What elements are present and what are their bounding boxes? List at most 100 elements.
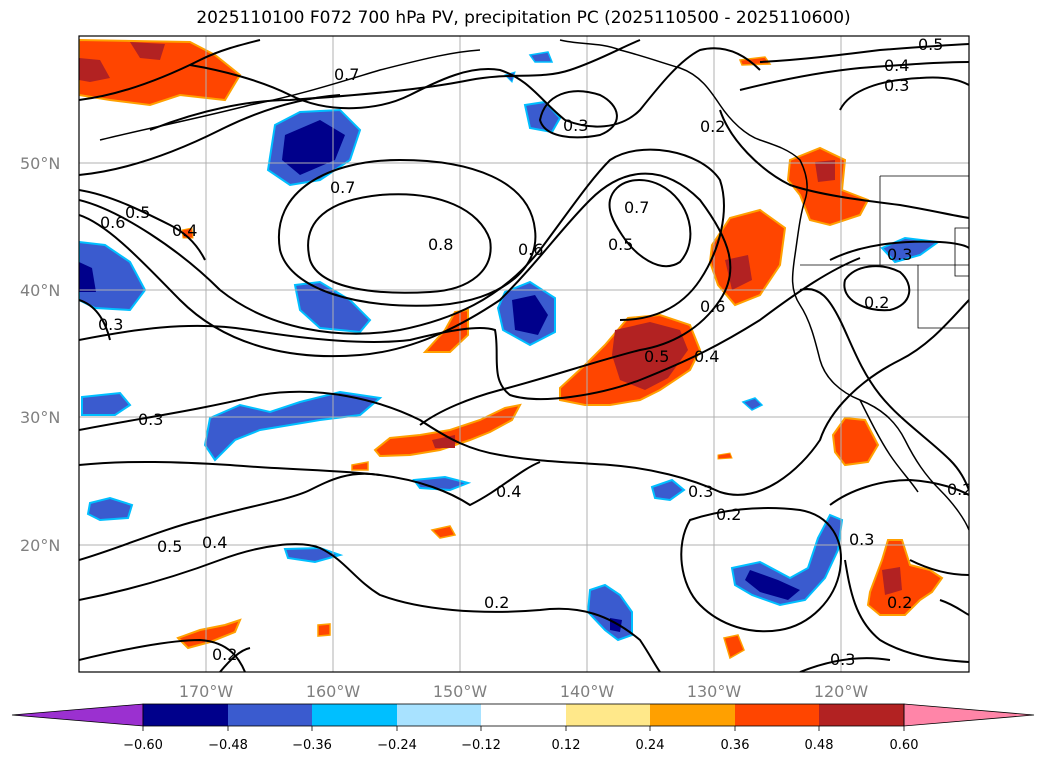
pv-contour [79,172,732,426]
contour-label: 0.2 [947,480,972,499]
precip-strong-area [612,322,688,390]
precip-negative-area [528,51,554,63]
contour-label: 0.3 [563,116,588,135]
contour-label: 0.5 [644,347,669,366]
pv-contour [799,657,891,672]
colorbar-segment [650,704,735,726]
contour-label: 0.6 [100,213,125,232]
pv-contour [219,647,251,672]
lat-label: 50°N [20,154,60,173]
latitude-labels: 50°N 40°N 30°N 20°N [20,154,60,555]
pv-contour [79,299,111,341]
precip-positive-area [351,461,369,471]
pv-contour [79,257,861,400]
contour-label: 0.7 [624,198,649,217]
contour-label: 0.4 [202,533,227,552]
pv-contour [844,559,969,663]
lon-label: 170°W [179,682,234,701]
contour-label: 0.5 [608,235,633,254]
pv-contour [909,559,969,576]
precip-strong-area [130,42,165,60]
precip-negative-core [282,120,345,175]
precip-negative-area [650,478,686,502]
lon-label: 140°W [560,682,615,701]
coastlines [99,39,969,531]
colorbar: −0.60 −0.48 −0.36 −0.24 −0.12 0.12 0.24 … [11,703,1035,753]
colorbar-tick-label: 0.36 [721,738,750,753]
precip-negative-core [512,295,548,335]
precip-negative-core [745,570,800,600]
pv-contour [799,288,969,491]
precip-positive-area [373,403,522,458]
precip-negative-area [86,496,134,522]
pv-contour [739,61,969,91]
precip-strong-area [725,255,752,290]
contour-label: 0.3 [830,650,855,669]
pv-contour [307,193,492,294]
pv-contour [829,240,969,261]
precip-strong-area [79,58,110,82]
pv-contour [680,507,842,633]
pv-contour [149,39,641,131]
contour-label: 0.2 [864,293,889,312]
precip-strong-area [882,567,902,595]
colorbar-tick-label: −0.60 [123,738,163,753]
precip-negative-core [79,262,96,292]
precip-negative-area [523,100,562,134]
pv-contour [79,148,725,335]
pv-contour [189,47,761,128]
contour-label: 0.3 [884,76,909,95]
contour-label: 0.4 [172,221,197,240]
coastline-alaska [559,39,808,201]
longitude-labels: 170°W 160°W 150°W 140°W 130°W 120°W [179,682,869,701]
contour-label: 0.5 [125,203,150,222]
precip-strong-area [815,160,835,182]
colorbar-tick-label: 0.12 [552,738,581,753]
precip-positive-area [786,146,870,227]
borders [800,175,969,329]
colorbar-tick-label: −0.24 [377,738,417,753]
colorbar-segment [566,704,650,726]
contour-label: 0.6 [518,240,543,259]
contour-label: 0.2 [484,593,509,612]
colorbar-ticks [142,726,905,731]
precip-positive-area [717,452,733,460]
contour-label: 0.7 [330,178,355,197]
contour-label: 0.3 [688,482,713,501]
pv-contour [79,638,246,672]
precip-negative-area [880,236,941,264]
colorbar-tick-label: −0.12 [461,738,501,753]
colorbar-tick-label: 0.60 [890,738,919,753]
contour-label: 0.2 [212,645,237,664]
contour-label: 0.4 [694,347,719,366]
lat-label: 20°N [20,536,60,555]
precip-negative-area [81,391,132,416]
coastline-aleutians [99,49,481,141]
lon-label: 150°W [433,682,488,701]
precip-negative-area [412,475,472,492]
colorbar-segment [819,704,904,726]
colorbar-segment [228,704,312,726]
pv-contour [843,265,911,312]
contour-label: 0.2 [700,117,725,136]
pv-contour [538,90,618,139]
contour-label: 0.7 [334,65,359,84]
colorbar-segment [481,704,566,726]
precip-positive-area [866,539,944,616]
map-background [79,36,969,672]
pv-contour [759,43,969,63]
colorbar-segment [735,704,819,726]
lon-label: 130°W [687,682,742,701]
contour-label: 0.2 [716,505,741,524]
colorbar-segment [312,704,397,726]
contour-label: 0.3 [138,410,163,429]
colorbar-min-arrow [11,703,144,727]
pv-contour [719,109,969,219]
contour-label: 0.8 [428,235,453,254]
lat-label: 40°N [20,281,60,300]
pv-contour [839,76,969,111]
contour-label: 0.3 [887,245,912,264]
pv-contours [79,39,969,672]
gridlines [79,36,969,672]
